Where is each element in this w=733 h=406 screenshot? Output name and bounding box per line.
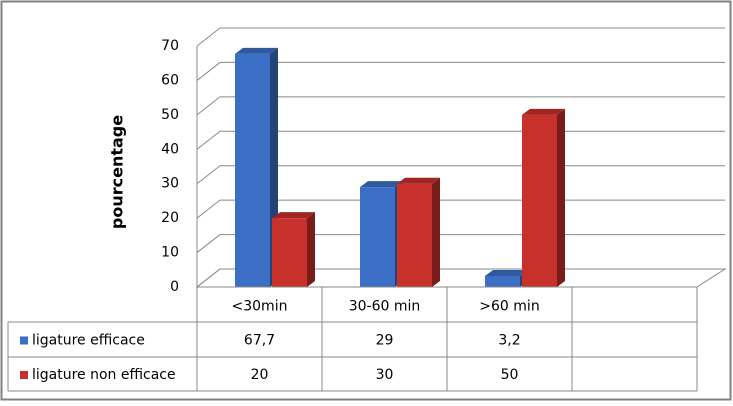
bar-top [272,212,315,219]
table-value: 3,2 [498,333,520,349]
x-tick-label: <30min [232,299,288,315]
bar-top [485,269,528,276]
x-tick-label: >60 min [479,299,539,315]
bar [522,114,557,287]
y-tick-label: 70 [161,38,179,54]
bar-top [397,177,440,184]
grid-line [196,96,221,116]
bar-side [307,212,315,287]
y-tick-label: 30 [161,176,179,192]
y-tick-label: 40 [161,141,179,157]
legend-label: ligature efficace [32,333,145,349]
y-tick-label: 20 [161,210,179,226]
bar [235,53,270,287]
y-tick-label: 10 [161,245,179,261]
legend-label: ligature non efficace [32,367,176,383]
legend-swatch [20,371,28,379]
x-tick-label: 30-60 min [349,299,421,315]
bar-top [360,181,403,188]
grid-line [196,130,221,150]
grid-line [196,199,221,219]
bar [397,183,432,287]
bar-top [235,47,278,54]
y-tick-label: 50 [161,107,179,123]
bar [485,275,520,287]
table-value: 50 [501,367,519,383]
bar [360,187,395,287]
bar [272,218,307,287]
table-value: 30 [376,367,394,383]
table-value: 67,7 [244,333,275,349]
y-tick-label: 0 [170,279,179,295]
grid-line [196,27,221,47]
y-axis-label: pourcentage [108,115,127,229]
grid-line [196,234,221,253]
grid-line [196,165,221,185]
legend-swatch [20,336,28,345]
bar-top [522,108,565,115]
grid-line [196,268,221,288]
bar-side [557,108,565,287]
y-tick-label: 60 [161,72,179,88]
bar-side [432,177,440,287]
grid-line [196,62,221,81]
table-value: 20 [251,367,269,383]
table-value: 29 [376,333,394,349]
